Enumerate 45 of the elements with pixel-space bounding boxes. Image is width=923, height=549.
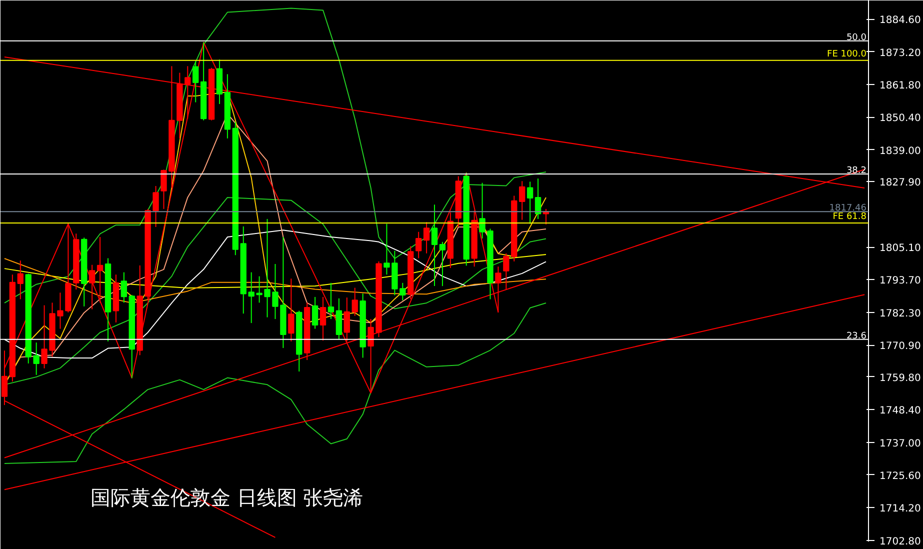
candlestick xyxy=(415,231,422,259)
y-tick-label: 1782.30 xyxy=(880,308,921,320)
y-tick-label: 1839.00 xyxy=(880,146,921,157)
candlestick xyxy=(526,181,534,224)
ref-line-label: FE 61.8 xyxy=(832,212,867,222)
candlestick xyxy=(288,278,294,342)
candlestick xyxy=(519,180,526,220)
candlestick xyxy=(423,222,430,254)
ref-line-label: FE 100.0 xyxy=(827,49,867,60)
annotation: 50.0 xyxy=(846,32,867,43)
candlestick xyxy=(431,204,438,287)
line-series xyxy=(4,8,546,304)
candlestick xyxy=(534,178,542,220)
candlestick xyxy=(503,252,510,290)
y-tick-label: 1850.40 xyxy=(880,113,921,124)
candlestick xyxy=(152,185,159,228)
candlestick xyxy=(439,241,446,287)
line-series xyxy=(4,258,546,304)
y-tick-label: 1702.80 xyxy=(880,536,921,548)
candlestick xyxy=(120,272,128,304)
candlestick xyxy=(320,296,326,342)
candlestick xyxy=(328,282,334,320)
candlestick xyxy=(344,297,350,342)
y-tick-label: 1861.80 xyxy=(880,80,921,92)
line-series xyxy=(4,254,546,289)
candlestick xyxy=(17,260,24,300)
y-tick-label: 1805.10 xyxy=(880,243,921,254)
annotation: 23.6 xyxy=(846,331,867,342)
y-tick-label: 1725.60 xyxy=(880,470,921,482)
candlestick xyxy=(312,296,318,330)
y-tick-label: 1884.60 xyxy=(880,15,921,26)
y-tick-label: 1873.20 xyxy=(880,48,921,59)
y-tick-label: 1770.90 xyxy=(880,341,921,352)
candlestick xyxy=(96,236,104,304)
y-tick-label: 1793.70 xyxy=(880,276,921,287)
candlestick xyxy=(352,287,358,316)
candlestick xyxy=(88,264,96,310)
y-tick-label: 1827.90 xyxy=(880,178,921,189)
y-tick-label: 1737.00 xyxy=(880,438,921,450)
y-tick-label: 1759.80 xyxy=(880,372,921,384)
line-series xyxy=(4,302,546,464)
y-tick-label: 1748.40 xyxy=(880,406,921,417)
y-tick-label: 1714.20 xyxy=(880,504,921,515)
candlestick xyxy=(336,298,342,340)
candlestick xyxy=(192,60,199,103)
